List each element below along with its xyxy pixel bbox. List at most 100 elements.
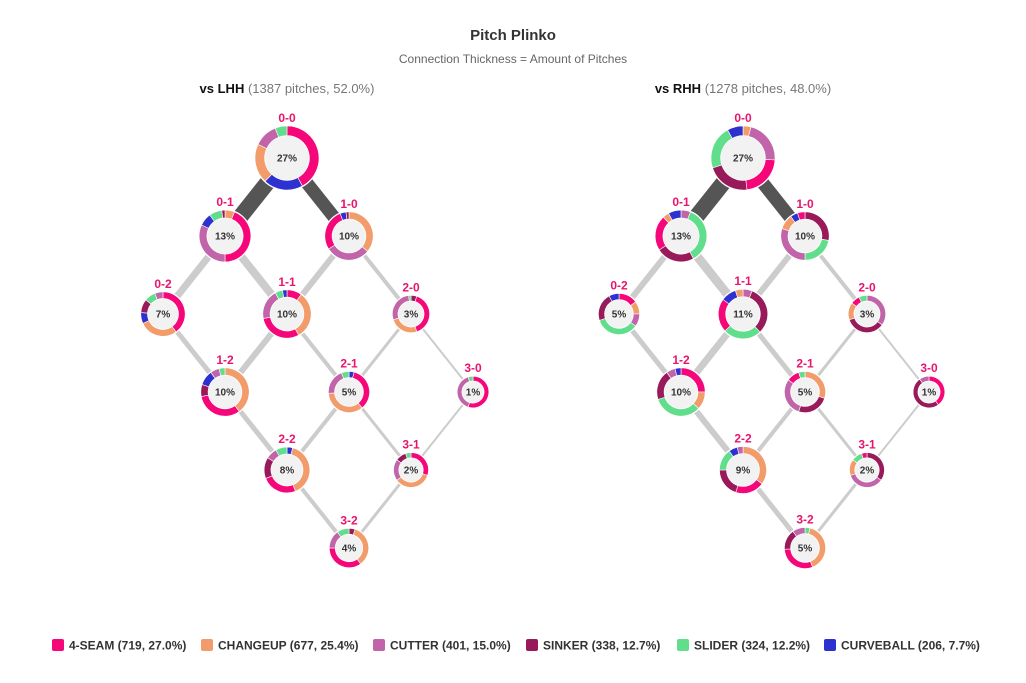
count-node-0-0[interactable]: 27% 0-0 (709, 111, 777, 192)
donut-slice-curveball (727, 125, 744, 139)
node-center (664, 375, 698, 409)
count-label: 2-1 (340, 356, 358, 370)
count-label: 1-2 (216, 353, 234, 367)
donut-slice-slider (858, 295, 868, 303)
legend-item-curveball[interactable]: CURVEBALL (206, 7.7%) (824, 639, 980, 653)
count-node-2-1[interactable]: 5% 2-1 (327, 356, 371, 414)
node-percent-label: 9% (736, 466, 751, 477)
legend-swatch (52, 639, 64, 651)
count-label: 3-1 (858, 438, 876, 452)
node-center (727, 454, 759, 486)
donut-slice-cutter (736, 446, 744, 455)
count-label: 2-0 (858, 280, 876, 294)
donut-slice-slider (798, 371, 806, 379)
count-node-2-2[interactable]: 8% 2-2 (263, 432, 311, 494)
node-percent-label: 4% (342, 544, 357, 555)
chart-title: Pitch Plinko (470, 27, 556, 44)
count-nodes: 27% 0-0 13% 0-1 10% 1-0 5% 0-2 11% 1-1 3% 2-0 10% 1-2… (597, 111, 946, 570)
count-node-1-1[interactable]: 10% 1-1 (261, 275, 313, 340)
node-center (726, 297, 760, 331)
node-center (663, 218, 699, 254)
legend-swatch (526, 639, 538, 651)
donut-slice-4-seam (797, 211, 806, 221)
count-node-2-2[interactable]: 9% 2-2 (718, 431, 768, 495)
count-label: 1-1 (734, 274, 752, 288)
node-percent-label: 1% (466, 388, 481, 399)
panel-title-lhh-detail: (1387 pitches, 52.0%) (248, 81, 374, 96)
node-center (271, 454, 303, 486)
donut-slice-cutter (792, 527, 806, 537)
count-label: 0-2 (610, 278, 628, 292)
legend-label: CUTTER (401, 15.0%) (390, 639, 511, 653)
count-node-1-0[interactable]: 10% 1-0 (323, 197, 375, 262)
node-center (721, 136, 765, 180)
count-label: 0-0 (278, 111, 296, 125)
count-label: 1-1 (278, 275, 296, 289)
count-node-1-1[interactable]: 11% 1-1 (717, 274, 769, 340)
count-node-0-1[interactable]: 13% 0-1 (654, 195, 708, 263)
count-node-2-0[interactable]: 3% 2-0 (847, 280, 887, 334)
count-node-3-0[interactable]: 1% 3-0 (912, 361, 946, 409)
panel-title-rhh-bold: vs RHH (655, 81, 701, 96)
legend-swatch (373, 639, 385, 651)
panel-lhh: 27% 0-0 13% 0-1 10% 1-0 7% 0-2 10% 1-1 3% 2-0 10% 1-2… (139, 111, 490, 569)
count-label: 0-1 (216, 195, 234, 209)
node-percent-label: 10% (277, 310, 297, 321)
count-node-0-2[interactable]: 7% 0-2 (139, 277, 187, 338)
legend-item-cutter[interactable]: CUTTER (401, 15.0%) (373, 639, 511, 653)
node-percent-label: 2% (404, 466, 419, 477)
node-percent-label: 10% (339, 232, 359, 243)
count-nodes: 27% 0-0 13% 0-1 10% 1-0 7% 0-2 10% 1-1 3% 2-0 10% 1-2… (139, 111, 490, 569)
legend-label: SLIDER (324, 12.2%) (694, 639, 810, 653)
node-center (270, 297, 304, 331)
count-label: 3-0 (920, 361, 938, 375)
donut-slice-slider (341, 371, 350, 379)
count-node-3-0[interactable]: 1% 3-0 (456, 361, 490, 409)
count-node-3-2[interactable]: 4% 3-2 (328, 513, 370, 569)
legend-swatch (677, 639, 689, 651)
node-center (791, 534, 819, 562)
node-center (398, 301, 424, 327)
donut-slice-slider (274, 125, 288, 138)
count-label: 2-2 (734, 431, 752, 445)
node-percent-label: 5% (342, 388, 357, 399)
count-node-1-2[interactable]: 10% 1-2 (655, 353, 707, 418)
count-node-0-0[interactable]: 27% 0-0 (253, 111, 321, 192)
node-percent-label: 5% (798, 544, 813, 555)
node-center (147, 298, 179, 330)
donut-slice-slider (218, 367, 226, 376)
legend-swatch (824, 639, 836, 651)
panel-rhh: 27% 0-0 13% 0-1 10% 1-0 5% 0-2 11% 1-1 3% 2-0 10% 1-2… (597, 111, 946, 570)
legend-item-sinker[interactable]: SINKER (338, 12.7%) (526, 639, 660, 653)
node-percent-label: 2% (860, 466, 875, 477)
legend-item-slider[interactable]: SLIDER (324, 12.2%) (677, 639, 810, 653)
node-center (788, 219, 822, 253)
node-center (855, 458, 879, 482)
count-node-2-0[interactable]: 3% 2-0 (391, 280, 431, 334)
donut-slice-cutter (919, 375, 930, 384)
legend: 4-SEAM (719, 27.0%) CHANGEUP (677, 25.4%)… (52, 639, 980, 653)
count-node-3-1[interactable]: 2% 3-1 (848, 438, 886, 489)
count-node-0-1[interactable]: 13% 0-1 (198, 195, 252, 263)
legend-item-changeup[interactable]: CHANGEUP (677, 25.4%) (201, 639, 359, 653)
node-percent-label: 5% (612, 310, 627, 321)
count-node-1-0[interactable]: 10% 1-0 (779, 197, 831, 262)
node-percent-label: 5% (798, 388, 813, 399)
count-node-1-2[interactable]: 10% 1-2 (199, 353, 251, 418)
count-node-2-1[interactable]: 5% 2-1 (783, 356, 827, 414)
donut-slice-sinker (345, 211, 350, 220)
count-node-3-1[interactable]: 2% 3-1 (392, 438, 430, 489)
count-node-0-2[interactable]: 5% 0-2 (597, 278, 641, 336)
panel-title-rhh: vs RHH (1278 pitches, 48.0%) (655, 81, 831, 96)
donut-slice-slider (405, 452, 412, 459)
node-center (265, 136, 309, 180)
node-center (605, 300, 633, 328)
legend-item-4-seam[interactable]: 4-SEAM (719, 27.0%) (52, 639, 186, 653)
count-label: 1-2 (672, 353, 690, 367)
node-center (399, 458, 423, 482)
node-percent-label: 1% (922, 388, 937, 399)
node-center (208, 375, 242, 409)
node-percent-label: 3% (860, 310, 875, 321)
count-node-3-2[interactable]: 5% 3-2 (783, 512, 827, 570)
node-center (918, 381, 940, 403)
